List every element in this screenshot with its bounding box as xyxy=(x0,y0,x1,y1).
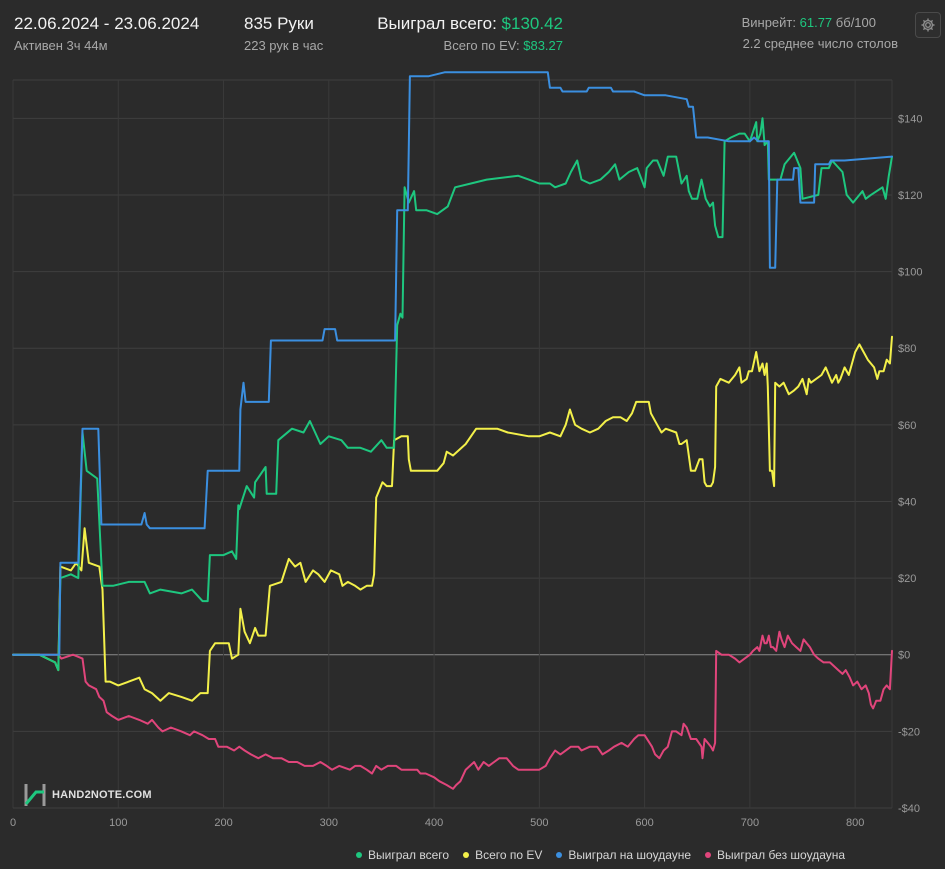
legend-label: Выиграл всего xyxy=(368,848,450,862)
x-tick-label: 100 xyxy=(109,817,127,829)
legend-item-ev[interactable]: Всего по EV xyxy=(463,847,542,863)
logo-text: HAND2NOTE.COM xyxy=(52,789,152,801)
date-range: 22.06.2024 - 23.06.2024 xyxy=(14,14,200,33)
y-tick-label: $100 xyxy=(898,267,922,279)
x-tick-label: 500 xyxy=(530,817,548,829)
legend-item-won[interactable]: Выиграл всего xyxy=(356,847,449,863)
legend-dot xyxy=(463,852,470,858)
series-won-line xyxy=(12,117,893,672)
series-ev-line xyxy=(12,335,893,702)
y-tick-label: $20 xyxy=(898,573,916,585)
y-tick-label: $0 xyxy=(898,650,910,662)
x-tick-label: 600 xyxy=(635,817,653,829)
legend-item-non-showdown[interactable]: Выиграл без шоудауна xyxy=(705,847,845,863)
x-tick-label: 300 xyxy=(320,817,338,829)
x-tick-label: 400 xyxy=(425,817,443,829)
winrate-value: 61.77 xyxy=(799,15,833,30)
y-tick-label: $140 xyxy=(898,113,922,125)
x-tick-label: 800 xyxy=(846,817,864,829)
y-tick-label: -$20 xyxy=(898,726,920,738)
legend-label: Всего по EV xyxy=(475,848,543,862)
active-time: Активен 3ч 44м xyxy=(14,38,108,53)
hands-count: 835 Руки xyxy=(244,14,314,33)
axis-layer: -$40 -$20 $0 $20 $40 $60 $80 $100 $120 $140 0 100 20… xyxy=(10,113,923,829)
won-total-value: $130.42 xyxy=(501,14,563,33)
legend-label: Выиграл без шоудауна xyxy=(717,848,846,862)
winrate: Винрейт: 61.77 бб/100 xyxy=(742,15,876,30)
series-showdown-line xyxy=(12,71,893,656)
legend-dot xyxy=(356,852,362,858)
series-non-showdown-line xyxy=(12,630,893,790)
settings-button[interactable] xyxy=(915,12,941,38)
y-tick-label: $120 xyxy=(898,190,922,202)
x-tick-label: 0 xyxy=(10,817,16,829)
x-tick-label: 700 xyxy=(741,817,759,829)
h2n-logo-icon xyxy=(24,784,46,806)
winrate-unit: бб/100 xyxy=(835,15,876,30)
y-tick-label: $40 xyxy=(898,496,916,508)
ev-total: Всего по EV: $83.27 xyxy=(444,38,563,53)
won-total: Выиграл всего: $130.42 xyxy=(377,14,563,34)
series-layer xyxy=(12,71,893,790)
legend-label: Выиграл на шоудауне xyxy=(568,848,692,862)
legend-dot xyxy=(705,852,712,858)
won-total-label: Выиграл всего: xyxy=(377,14,497,33)
x-tick-label: 200 xyxy=(214,817,232,829)
legend: Выиграл всего Всего по EV Выиграл на шоу… xyxy=(356,847,845,863)
winrate-label: Винрейт: xyxy=(741,15,796,30)
y-tick-label: -$40 xyxy=(898,803,920,815)
ev-total-label: Всего по EV: xyxy=(443,38,520,53)
legend-item-showdown[interactable]: Выиграл на шоудауне xyxy=(556,847,691,863)
gear-icon xyxy=(921,18,935,32)
grid-layer xyxy=(12,79,893,809)
hands-per-hour: 223 рук в час xyxy=(244,38,324,53)
hand2note-logo: HAND2NOTE.COM xyxy=(24,783,152,807)
y-tick-label: $80 xyxy=(898,343,916,355)
ev-total-value: $83.27 xyxy=(523,38,563,53)
legend-dot xyxy=(556,852,563,858)
avg-tables: 2.2 среднее число столов xyxy=(742,36,898,51)
y-tick-label: $60 xyxy=(898,420,916,432)
